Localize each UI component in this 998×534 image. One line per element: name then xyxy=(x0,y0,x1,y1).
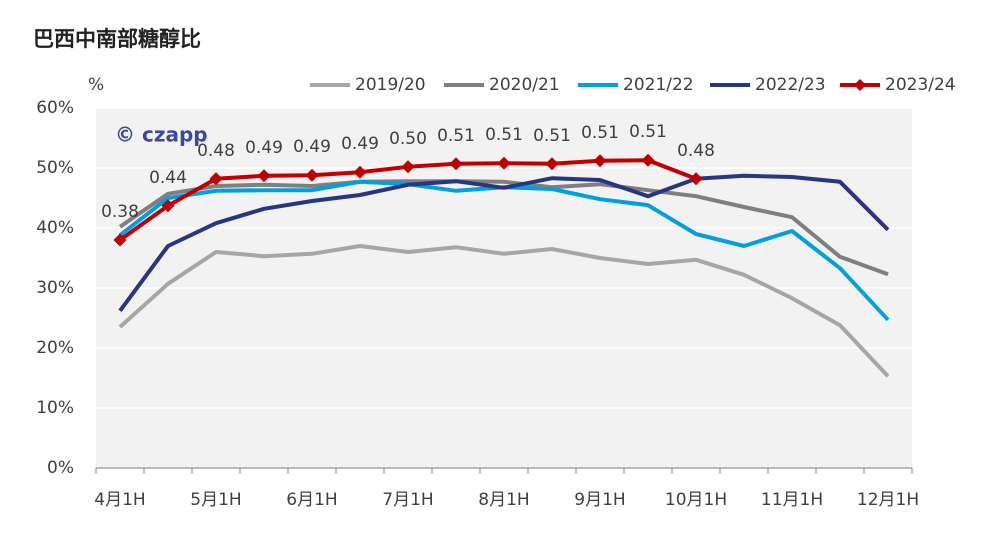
data-label: 0.51 xyxy=(629,122,667,142)
y-tick-label: 10% xyxy=(36,398,74,418)
x-tick-label: 12月1H xyxy=(857,490,919,510)
data-label: 0.44 xyxy=(149,168,187,188)
data-label: 0.51 xyxy=(581,123,619,143)
legend-label: 2021/22 xyxy=(623,75,694,95)
x-tick-label: 11月1H xyxy=(761,490,823,510)
marker xyxy=(353,165,367,179)
marker xyxy=(641,153,655,167)
series-line xyxy=(118,179,889,277)
marker xyxy=(257,169,271,183)
legend-label: 2019/20 xyxy=(355,75,426,95)
x-tick-label: 10月1H xyxy=(665,490,727,510)
marker xyxy=(497,156,511,170)
x-tick-label: 7月1H xyxy=(382,490,433,510)
data-label: 0.49 xyxy=(293,137,331,157)
data-label: 0.49 xyxy=(245,138,283,158)
legend-label: 2020/21 xyxy=(489,75,560,95)
data-label: 0.51 xyxy=(533,126,571,146)
y-tick-label: 40% xyxy=(36,218,74,238)
marker xyxy=(161,199,175,213)
marker xyxy=(449,157,463,171)
x-tick-label: 5月1H xyxy=(190,490,241,510)
x-tick-label: 6月1H xyxy=(286,490,337,510)
data-label: 0.49 xyxy=(341,134,379,154)
series-line xyxy=(118,173,890,312)
legend-label: 2022/23 xyxy=(755,75,826,95)
chart-title: 巴西中南部糖醇比 xyxy=(33,27,201,51)
marker xyxy=(401,160,415,174)
watermark: © czapp xyxy=(115,123,208,147)
y-tick-label: 60% xyxy=(36,98,74,118)
x-tick-label: 4月1H xyxy=(94,490,145,510)
data-label: 0.50 xyxy=(389,129,427,149)
y-axis-label: % xyxy=(88,75,104,95)
series-line xyxy=(118,244,890,378)
y-tick-label: 30% xyxy=(36,278,74,298)
marker xyxy=(113,233,127,247)
data-label: 0.38 xyxy=(101,202,139,222)
legend-marker xyxy=(854,79,866,91)
marker xyxy=(593,154,607,168)
data-label: 0.48 xyxy=(677,141,715,161)
data-label: 0.51 xyxy=(437,126,475,146)
marker xyxy=(545,157,559,171)
y-tick-label: 50% xyxy=(36,158,74,178)
marker xyxy=(209,172,223,186)
x-tick-label: 8月1H xyxy=(478,490,529,510)
data-label: 0.48 xyxy=(197,141,235,161)
y-tick-label: 0% xyxy=(47,458,74,478)
x-tick-label: 9月1H xyxy=(574,490,625,510)
legend-label: 2023/24 xyxy=(885,75,956,95)
marker xyxy=(305,168,319,182)
data-label: 0.51 xyxy=(485,125,523,145)
y-tick-label: 20% xyxy=(36,338,74,358)
marker xyxy=(689,172,703,186)
